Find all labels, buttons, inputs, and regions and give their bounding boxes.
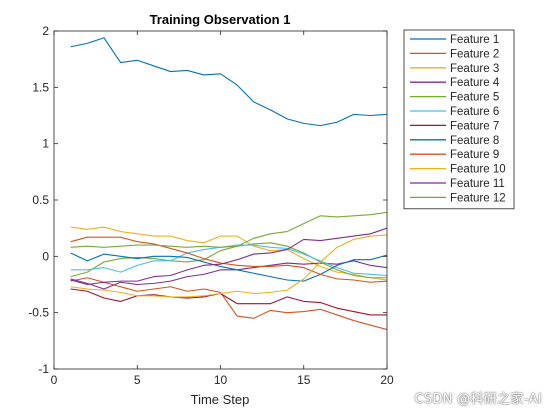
legend-label-7: Feature 7 — [450, 120, 499, 132]
legend-label-5: Feature 5 — [450, 92, 499, 104]
legend-label-11: Feature 11 — [450, 178, 505, 190]
legend-label-2: Feature 2 — [450, 48, 499, 60]
series-line-1 — [70, 37, 388, 127]
legend-label-3: Feature 3 — [450, 63, 499, 75]
legend-box — [403, 29, 515, 210]
series-layer — [70, 37, 388, 331]
x-tick-label: 20 — [380, 373, 394, 387]
y-tick-label: -0.5 — [28, 306, 49, 320]
legend-label-12: Feature 12 — [450, 192, 506, 204]
y-tick-label: 2 — [42, 24, 49, 38]
y-tick-label: -1 — [38, 362, 49, 376]
legend-label-6: Feature 6 — [450, 106, 499, 118]
legend-label-8: Feature 8 — [450, 135, 499, 147]
series-line-8 — [70, 252, 388, 282]
x-tick-label: 5 — [134, 373, 141, 387]
series-line-10 — [70, 234, 388, 298]
series-line-9 — [70, 236, 388, 283]
series-line-12 — [70, 211, 388, 248]
series-line-3 — [70, 226, 388, 281]
y-tick-label: 1.5 — [32, 80, 49, 94]
series-line-5 — [70, 242, 387, 279]
x-tick-label: 0 — [51, 373, 58, 387]
axes-layer: 0 5 10 15 20 -1 -0.5 0 0.5 1 1.5 2 — [28, 24, 394, 387]
y-tick-label: 1 — [42, 137, 49, 151]
plot-area — [54, 31, 387, 369]
x-tick-label: 10 — [214, 373, 228, 387]
legend-label-4: Feature 4 — [450, 77, 500, 89]
series-line-11 — [70, 227, 388, 286]
watermark: CSDN @科研之家-AI — [414, 392, 542, 407]
chart-title: Training Observation 1 — [150, 12, 291, 27]
y-tick-label: 0 — [42, 249, 49, 263]
series-line-4 — [70, 260, 388, 290]
series-line-2 — [70, 277, 388, 331]
legend: Feature 1 Feature 2 Feature 3 Feature 4 Feat… — [403, 29, 515, 210]
y-tick-label: 0.5 — [32, 193, 49, 207]
x-axis-label: Time Step — [191, 392, 250, 407]
series-line-7 — [70, 288, 387, 316]
legend-label-10: Feature 10 — [450, 164, 506, 176]
legend-label-1: Feature 1 — [450, 34, 499, 46]
x-tick-label: 15 — [297, 373, 311, 387]
legend-label-9: Feature 9 — [450, 149, 499, 161]
